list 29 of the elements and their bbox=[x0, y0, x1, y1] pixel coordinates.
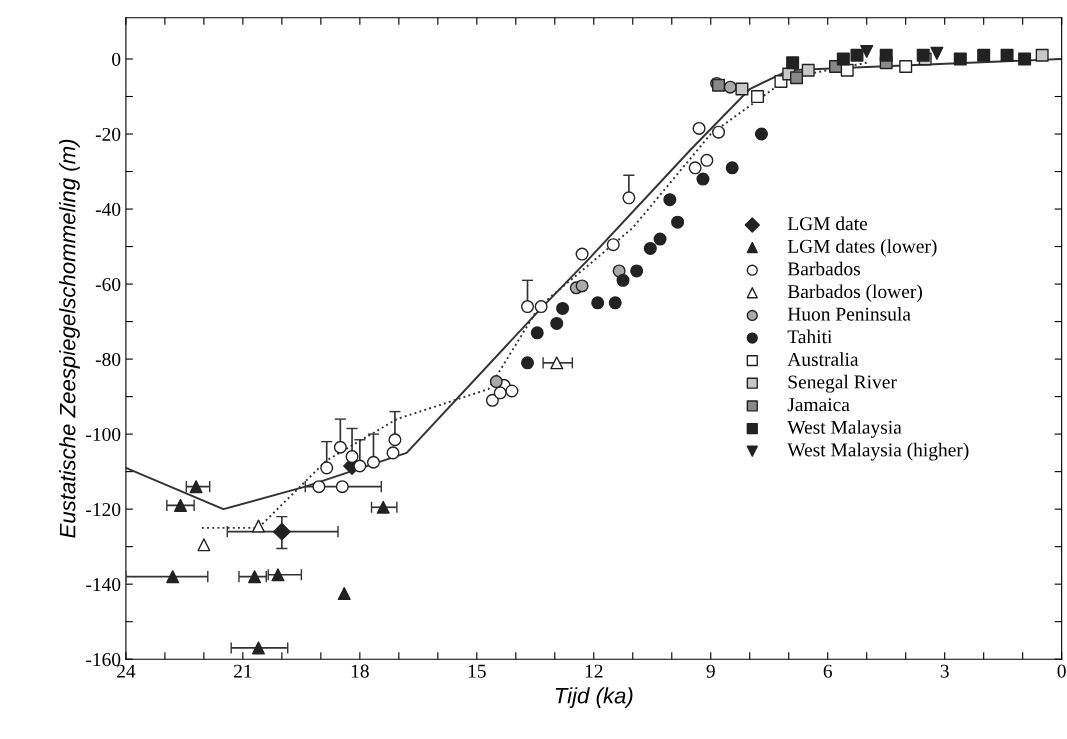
x-tick-label: 12 bbox=[585, 664, 603, 678]
legend-label: Huon Peninsula bbox=[787, 307, 911, 321]
x-tick-label: 21 bbox=[234, 664, 252, 678]
x-tick-label: 3 bbox=[940, 664, 949, 678]
y-axis-title: Eustatische Zeespiegelschommeling (m) bbox=[59, 139, 80, 538]
y-tick-label: -40 bbox=[95, 202, 121, 216]
y-tick-label: -100 bbox=[86, 427, 121, 442]
x-tick-label: 18 bbox=[351, 664, 369, 678]
legend-label: Tahiti bbox=[787, 329, 832, 344]
legend-label: Barbados bbox=[787, 261, 861, 276]
x-tick-label: 9 bbox=[706, 664, 715, 678]
x-tick-label: 0 bbox=[1057, 664, 1066, 678]
x-axis-title: Tijd (ka) bbox=[555, 687, 633, 708]
y-tick-label: -60 bbox=[95, 277, 121, 292]
y-tick-label: -20 bbox=[95, 127, 121, 141]
y-tick-label: -140 bbox=[86, 577, 121, 592]
y-tick-label: -80 bbox=[95, 352, 121, 367]
legend-label: Jamaica bbox=[787, 398, 850, 412]
legend-label: West Malaysia bbox=[787, 420, 902, 438]
legend-label: LGM dates (lower) bbox=[787, 239, 937, 257]
x-tick-label: 15 bbox=[468, 664, 486, 678]
legend-label: Barbados (lower) bbox=[787, 284, 922, 303]
y-tick-label: -120 bbox=[86, 502, 121, 517]
x-tick-label: 6 bbox=[823, 664, 833, 678]
legend-label: LGM date bbox=[787, 216, 868, 231]
legend-label: West Malaysia (higher) bbox=[787, 442, 969, 461]
y-tick-label: 0 bbox=[112, 52, 121, 66]
legend-label: Senegal River bbox=[788, 374, 897, 393]
legend-label: Australia bbox=[787, 352, 859, 366]
